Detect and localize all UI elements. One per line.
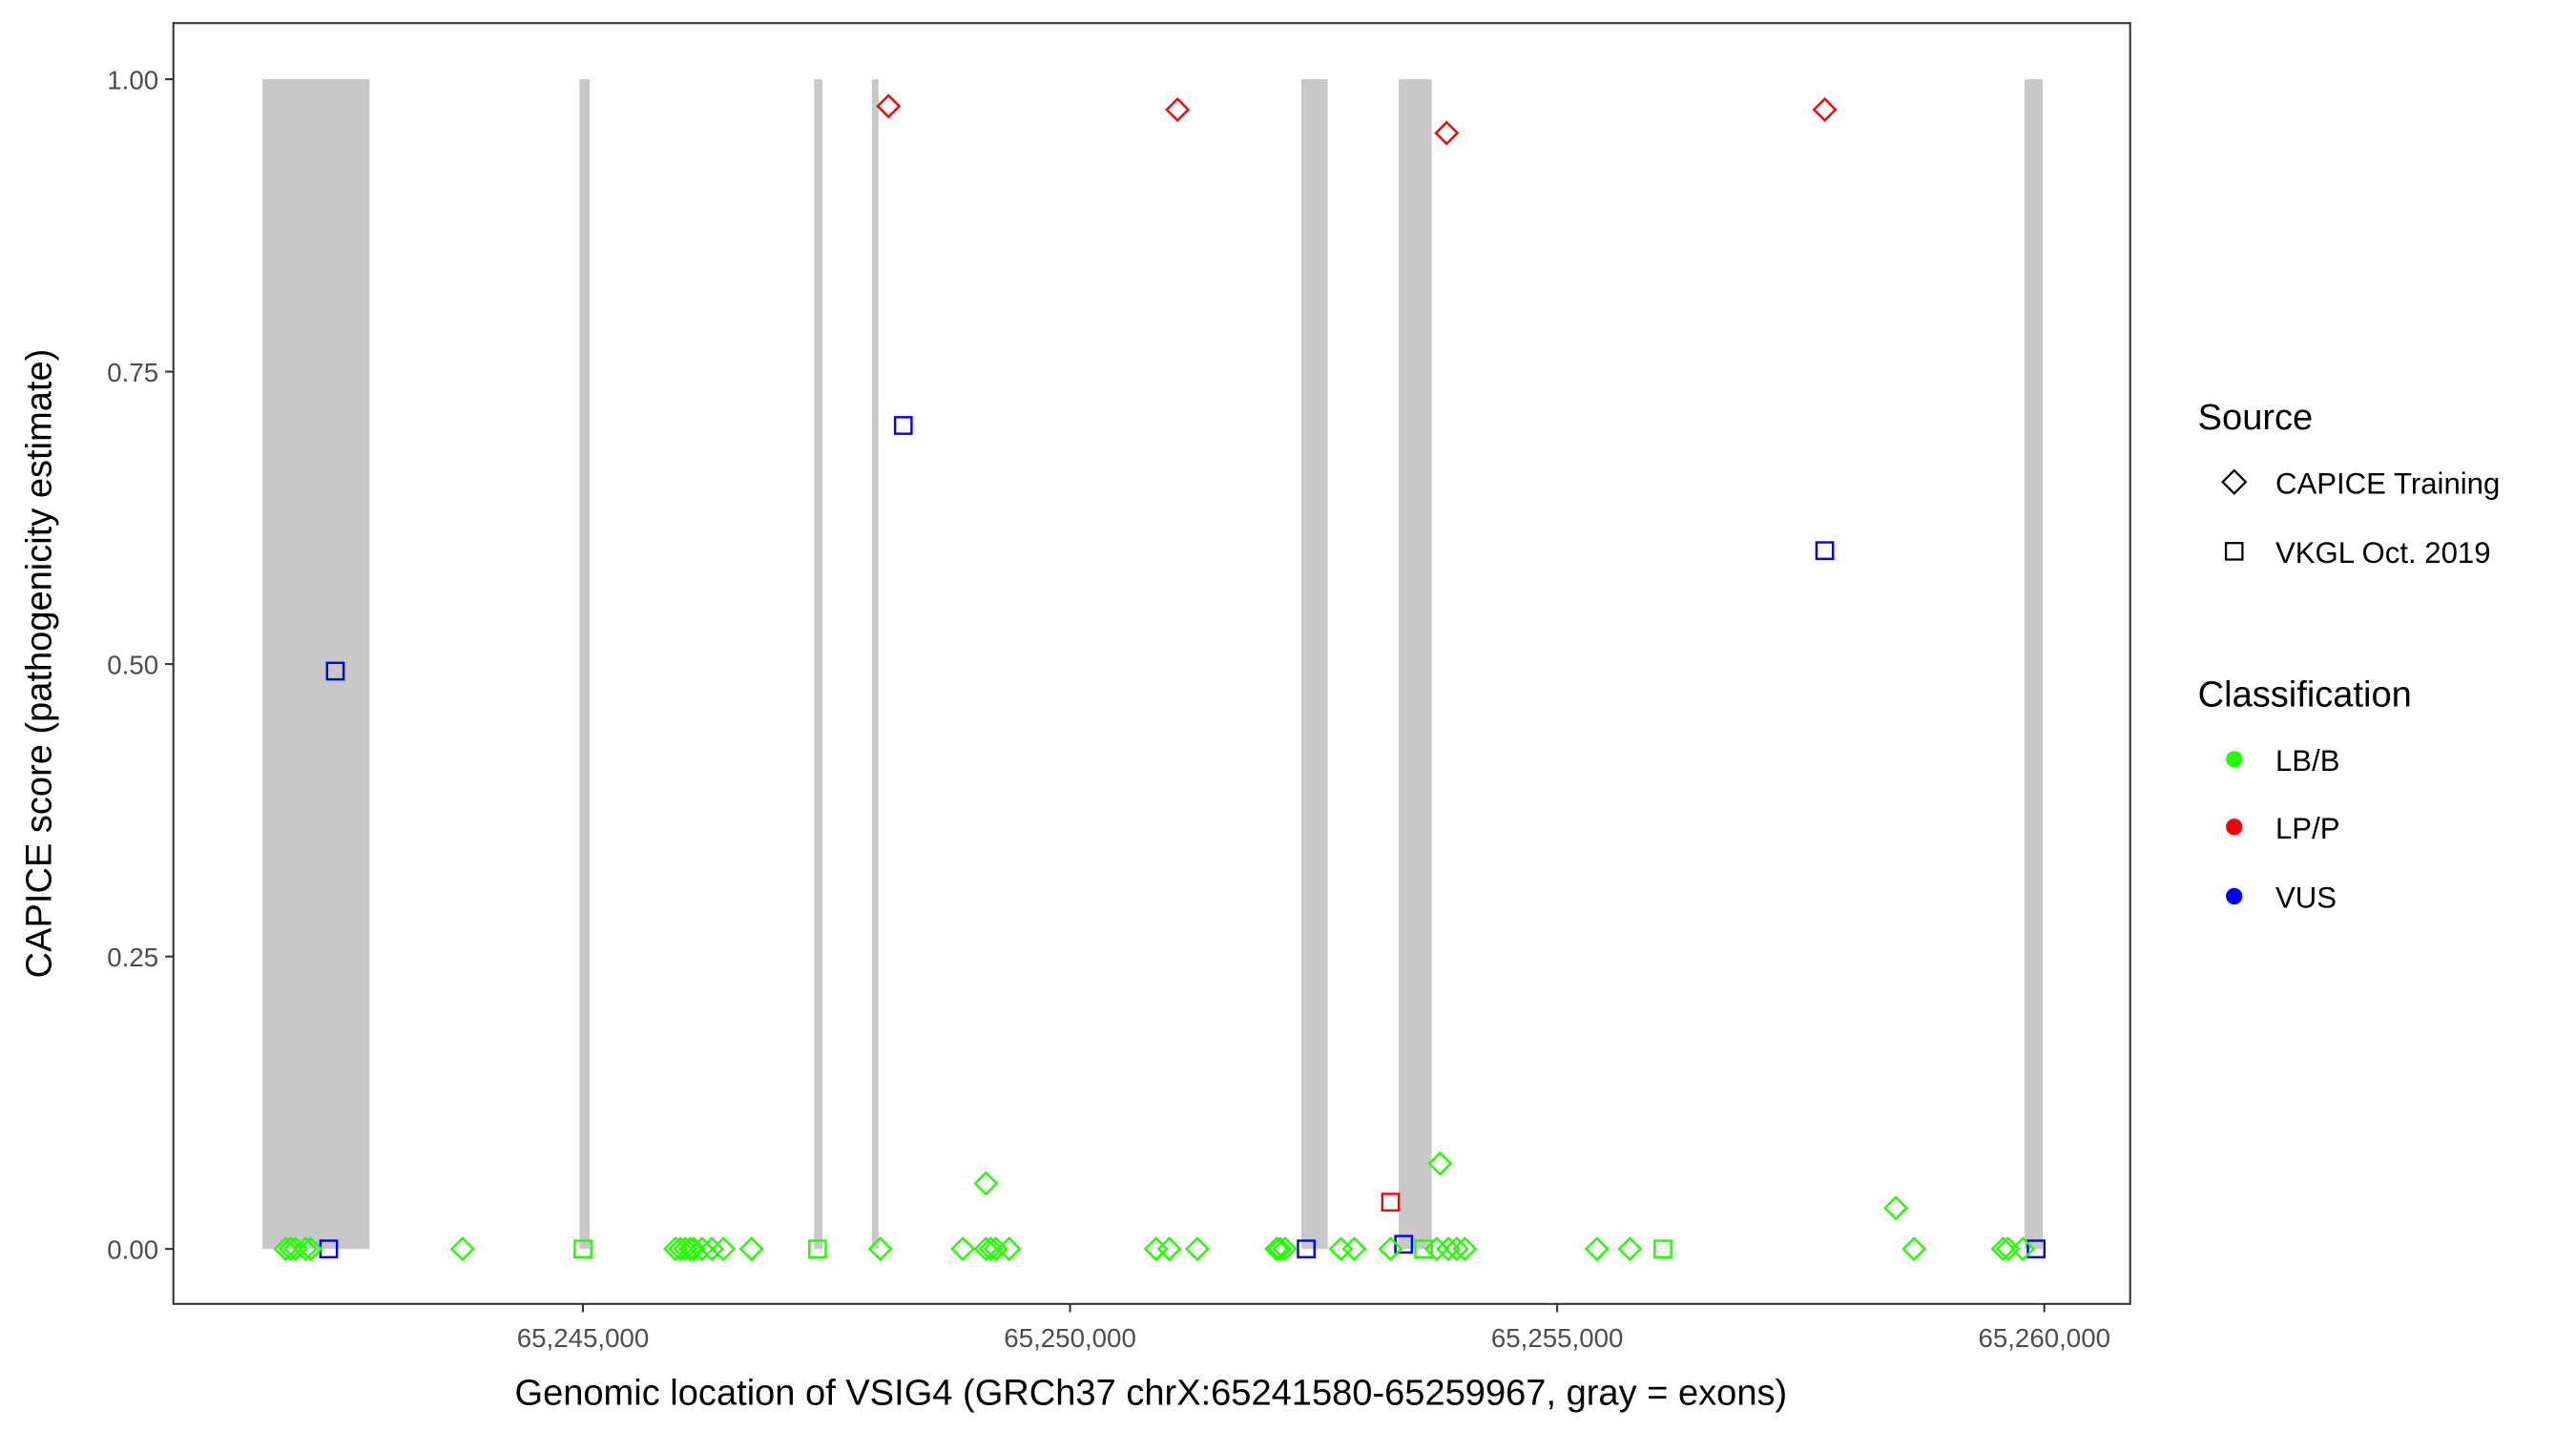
point-diamond: [950, 1236, 976, 1262]
point-diamond: [1165, 96, 1191, 122]
point-diamond: [1267, 1236, 1293, 1262]
legend-item-vkgl: VKGL Oct. 2019: [2275, 536, 2491, 570]
legend-square-icon: [2224, 542, 2244, 561]
point-diamond: [867, 1236, 893, 1262]
x-tick-label: 65,255,000: [1491, 1323, 1624, 1353]
point-diamond: [1184, 1236, 1210, 1262]
point-diamond: [711, 1236, 737, 1262]
exon-band: [262, 79, 370, 1250]
legend-dot-vus: [2226, 887, 2243, 905]
point-diamond: [298, 1236, 323, 1262]
point-square: [1297, 1239, 1316, 1259]
exon-band: [579, 79, 591, 1250]
point-square: [2026, 1239, 2046, 1259]
point-diamond: [293, 1236, 319, 1262]
y-tick-label: 0.50: [107, 651, 158, 680]
exon-band: [814, 79, 823, 1250]
point-diamond: [1436, 1236, 1461, 1262]
point-diamond: [1812, 96, 1838, 122]
point-diamond: [1378, 1236, 1403, 1262]
point-diamond: [699, 1236, 724, 1262]
point-diamond: [1264, 1236, 1289, 1262]
legend-item-lpp: LP/P: [2275, 812, 2339, 845]
point-square: [1381, 1192, 1401, 1212]
point-diamond: [1444, 1236, 1469, 1262]
point-square: [807, 1239, 827, 1259]
x-tick-label: 65,245,000: [517, 1323, 650, 1353]
x-tick-label: 65,260,000: [1978, 1323, 2110, 1353]
point-diamond: [677, 1236, 703, 1262]
point-diamond: [1883, 1195, 1908, 1221]
x-axis: 65,245,000 65,250,000 65,255,000 65,260,000: [517, 1303, 2110, 1353]
point-diamond: [1584, 1236, 1610, 1262]
point-square: [325, 661, 345, 681]
point-diamond: [876, 93, 902, 119]
point-square: [893, 416, 913, 435]
point-diamond: [689, 1236, 715, 1262]
point-diamond: [1901, 1236, 1927, 1262]
data-points: [273, 93, 2046, 1262]
legend-item-capice: CAPICE Training: [2275, 467, 2500, 500]
x-axis-label: Genomic location of VSIG4 (GRCh37 chrX:6…: [514, 1373, 1787, 1413]
legend-title-classification: Classification: [2198, 674, 2412, 715]
x-tick-label: 65,250,000: [1004, 1323, 1136, 1353]
legend-item-lbb: LB/B: [2275, 744, 2339, 778]
exon-band: [871, 79, 879, 1250]
y-axis-label: CAPICE score (pathogenicity estimate): [20, 349, 60, 979]
y-axis: 0.00 0.25 0.50 0.75 1.00: [107, 65, 174, 1265]
point-diamond: [973, 1171, 999, 1196]
point-diamond: [1143, 1236, 1169, 1262]
point-diamond: [2010, 1236, 2036, 1262]
point-square: [1653, 1239, 1672, 1259]
y-tick-label: 1.00: [107, 65, 158, 94]
y-tick-label: 0.75: [107, 358, 158, 387]
point-diamond: [973, 1236, 999, 1262]
legend: Source CAPICE Training VKGL Oct. 2019 Cl…: [2198, 398, 2501, 915]
point-diamond: [996, 1236, 1022, 1262]
point-diamond: [1452, 1236, 1478, 1262]
y-tick-label: 0.00: [107, 1235, 158, 1265]
point-diamond: [1990, 1236, 2016, 1262]
exon-band: [2025, 79, 2043, 1250]
legend-title-source: Source: [2198, 398, 2314, 438]
point-diamond: [273, 1236, 299, 1262]
legend-item-vus: VUS: [2275, 881, 2337, 915]
point-diamond: [978, 1236, 1004, 1262]
point-square: [1815, 541, 1835, 561]
legend-dot-lbb: [2226, 751, 2243, 768]
legend-diamond-icon: [2221, 468, 2248, 495]
y-tick-label: 0.25: [107, 943, 158, 972]
exon-band: [1300, 79, 1328, 1250]
point-square: [1414, 1239, 1433, 1259]
point-diamond: [1617, 1236, 1643, 1262]
exon-bands: [262, 79, 2043, 1250]
point-square: [573, 1239, 592, 1259]
point-diamond: [1427, 1151, 1453, 1176]
legend-dot-lpp: [2226, 819, 2243, 836]
point-diamond: [1341, 1236, 1367, 1262]
plot-panel-border: [172, 22, 2131, 1305]
exon-band: [1399, 79, 1432, 1250]
point-diamond: [673, 1236, 698, 1262]
point-diamond: [1272, 1236, 1298, 1262]
point-diamond: [1156, 1236, 1182, 1262]
point-diamond: [1423, 1236, 1449, 1262]
point-diamond: [449, 1236, 475, 1262]
point-diamond: [1434, 120, 1460, 146]
point-diamond: [1328, 1236, 1354, 1262]
point-diamond: [738, 1236, 764, 1262]
point-diamond: [681, 1236, 706, 1262]
